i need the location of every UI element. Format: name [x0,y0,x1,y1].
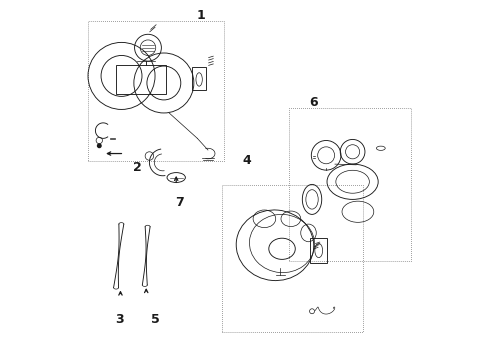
Bar [289,108,411,261]
Bar [222,185,363,332]
Bar [192,67,206,90]
Bar [116,66,166,94]
Text: 1: 1 [196,9,205,22]
Text: 2: 2 [133,161,142,174]
Bar [310,238,327,263]
Text: 7: 7 [175,197,184,210]
Bar [88,21,224,161]
Text: 6: 6 [310,96,318,109]
Text: 3: 3 [116,313,124,326]
Text: 4: 4 [243,154,251,167]
Text: 5: 5 [150,313,159,326]
Circle shape [98,144,101,148]
